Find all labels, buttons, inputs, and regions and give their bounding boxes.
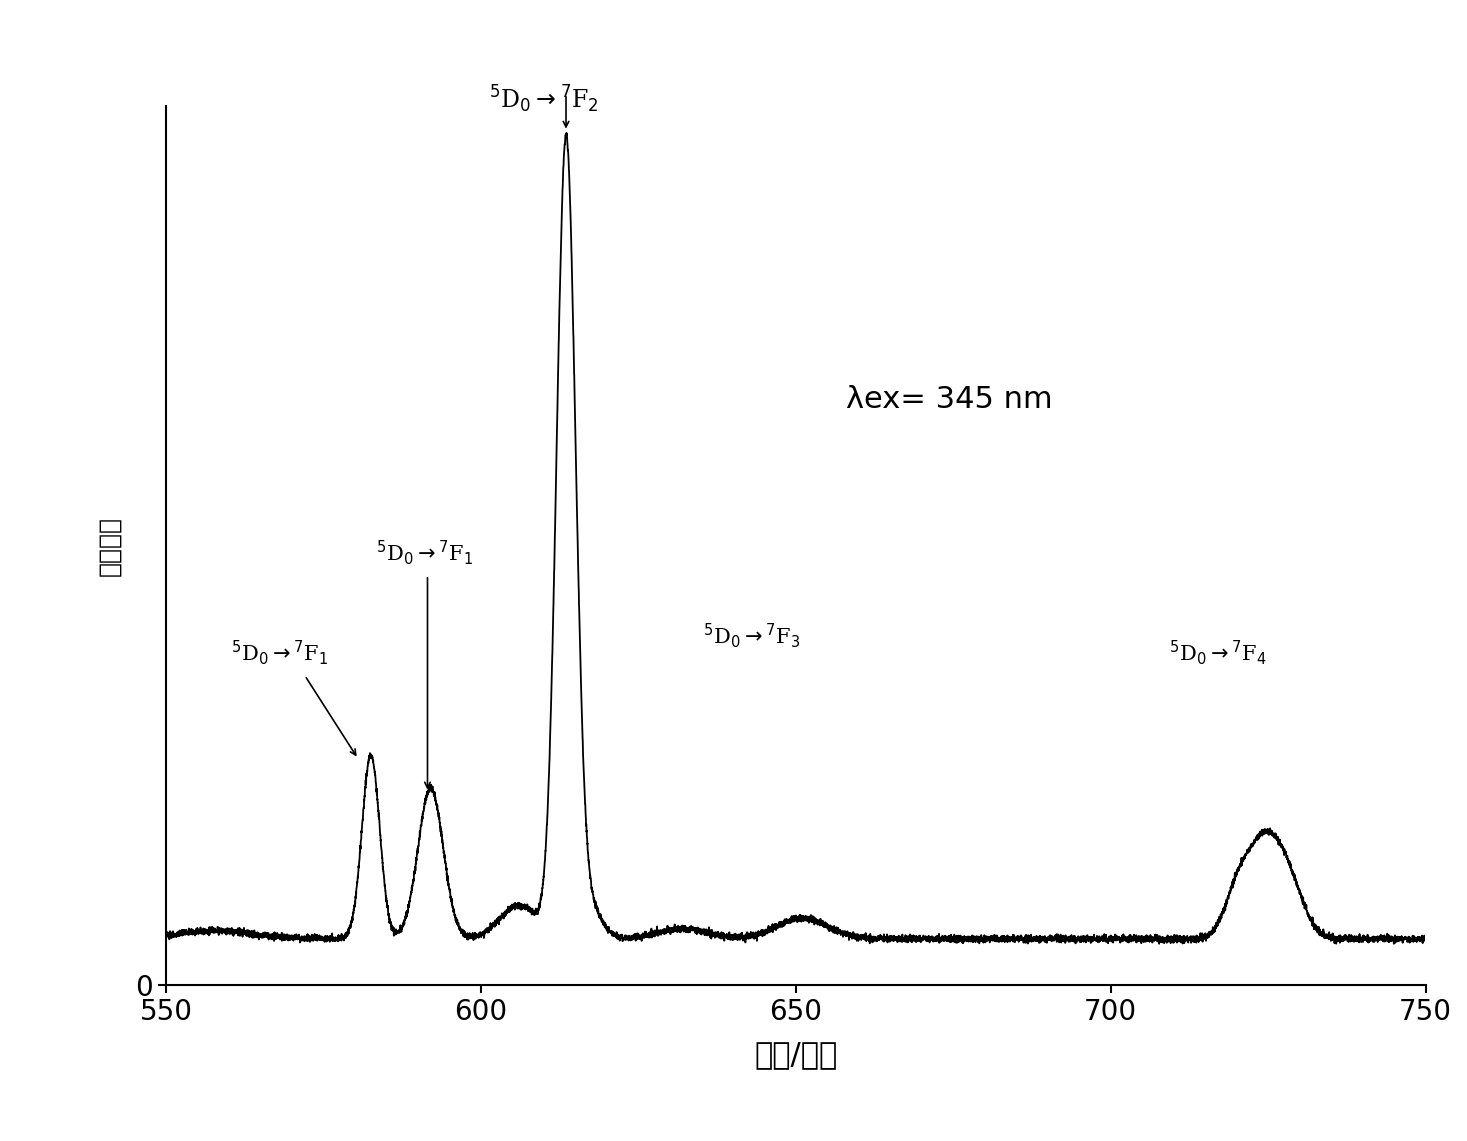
Text: λex= 345 nm: λex= 345 nm [846,385,1053,414]
Text: $^5$D$_0\rightarrow$$^7$F$_2$: $^5$D$_0\rightarrow$$^7$F$_2$ [489,83,599,115]
Text: 相对强度: 相对强度 [97,516,122,576]
X-axis label: 波长/纳米: 波长/纳米 [754,1039,838,1069]
Text: $^5$D$_0\rightarrow$$^7$F$_1$: $^5$D$_0\rightarrow$$^7$F$_1$ [376,537,472,567]
Text: $^5$D$_0\rightarrow$$^7$F$_3$: $^5$D$_0\rightarrow$$^7$F$_3$ [703,622,801,650]
Text: $^5$D$_0\rightarrow$$^7$F$_4$: $^5$D$_0\rightarrow$$^7$F$_4$ [1169,638,1266,667]
Text: $^5$D$_0\rightarrow$$^7$F$_1$: $^5$D$_0\rightarrow$$^7$F$_1$ [230,638,329,667]
